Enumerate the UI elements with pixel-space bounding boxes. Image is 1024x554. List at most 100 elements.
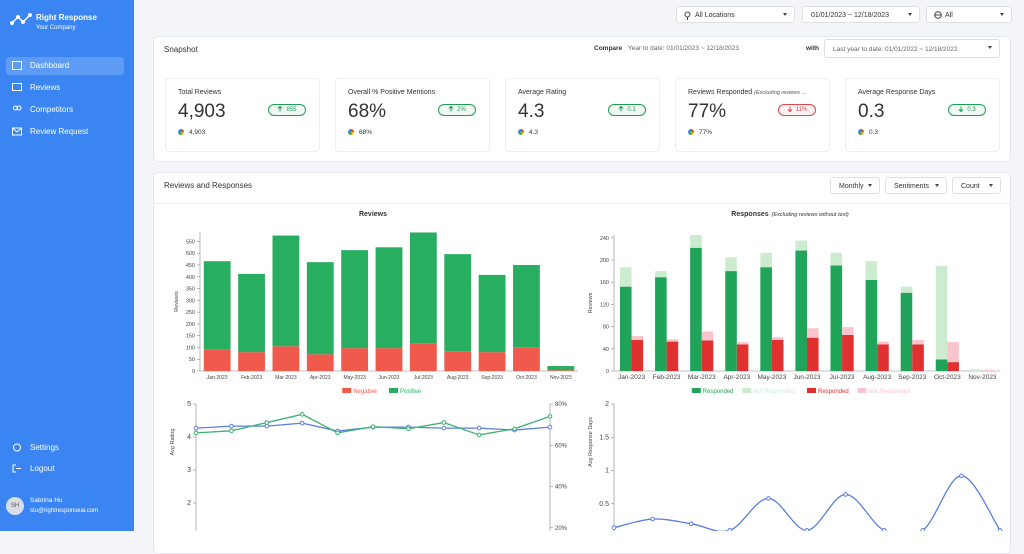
bar	[842, 334, 854, 371]
google-value: 77%	[688, 129, 712, 136]
point	[370, 424, 376, 429]
legend-swatch	[691, 388, 701, 393]
kpi-card: Average Rating 4.3 0.1 4.3	[505, 78, 660, 152]
kpi-delta: 11%	[778, 104, 816, 116]
bar	[547, 366, 575, 371]
x-tick-label: Aug-2023	[863, 374, 892, 381]
bar	[690, 235, 702, 248]
kpi-value: 4,903	[178, 101, 226, 122]
nav-item[interactable]: Review Request	[6, 123, 124, 141]
kpi-label: Average Response Days	[858, 89, 935, 96]
bar	[935, 359, 948, 371]
with-select[interactable]: Last year to date: 01/01/2022 ~ 12/18/20…	[824, 39, 1000, 58]
pin-icon	[684, 11, 691, 20]
kpi-card: Total Reviews 4,903 855 4,903	[165, 78, 320, 152]
bar	[807, 328, 819, 338]
google-text: 0.3	[869, 129, 879, 136]
x-tick-label: Mar-2023	[275, 375, 297, 381]
chart-title-text: Responses	[731, 211, 768, 218]
kpi-delta: 855	[268, 104, 306, 116]
divider	[154, 203, 1010, 204]
with-label: with	[806, 45, 819, 52]
kpi-card: Reviews Responded (Excluding reviews ...…	[675, 78, 830, 152]
legend-swatch	[807, 388, 816, 393]
point	[335, 430, 340, 436]
point	[264, 420, 270, 425]
bar	[970, 369, 983, 371]
date-select[interactable]: 01/01/2023 ~ 12/18/2023	[802, 6, 920, 23]
y-tick-label: 0	[192, 369, 195, 375]
select-value: Count	[961, 183, 980, 190]
bar	[900, 286, 913, 293]
filter-select[interactable]: Count	[952, 177, 1001, 194]
bar	[865, 279, 878, 371]
nav-label: Settings	[30, 443, 59, 452]
point	[547, 424, 553, 430]
nav-item[interactable]: Settings	[6, 439, 124, 457]
language-select[interactable]: All	[926, 6, 1012, 23]
point	[512, 426, 517, 432]
nav-item[interactable]: Reviews	[6, 79, 124, 97]
google-icon	[348, 129, 354, 135]
bar	[982, 369, 995, 371]
y-axis-label: Reviews	[174, 291, 180, 312]
point	[441, 425, 447, 431]
x-tick-label: Jan-2023	[618, 374, 645, 381]
bar	[375, 348, 403, 371]
point	[476, 432, 482, 438]
bar	[795, 240, 807, 251]
bar	[771, 339, 784, 371]
x-tick-label: May-2023	[757, 374, 786, 381]
legend-swatch	[742, 388, 752, 393]
filter-select[interactable]: Sentiments	[885, 177, 947, 194]
y-tick-label: 160	[600, 280, 609, 286]
y-tick-label: 1.5	[599, 434, 609, 441]
y-tick-label: 350	[186, 287, 195, 293]
bar	[760, 252, 772, 268]
y-tick-label: 150	[186, 334, 195, 340]
bar	[306, 262, 334, 355]
series-line	[613, 475, 1001, 531]
x-tick-label: Nov-2023	[550, 375, 572, 381]
point	[193, 430, 199, 436]
logo	[10, 13, 32, 25]
nav-item[interactable]: Competitors	[6, 101, 124, 119]
y-tick-label: 2	[605, 401, 609, 408]
x-tick-label: Jun-2023	[793, 374, 820, 381]
bar	[631, 336, 644, 340]
x-tick-label: Sep-2023	[898, 374, 927, 381]
nav-item[interactable]: Logout	[6, 460, 124, 478]
bar	[725, 257, 737, 272]
x-tick-label: Feb-2023	[241, 375, 263, 381]
bar	[842, 327, 854, 335]
x-tick-label: May-2023	[344, 375, 366, 381]
y2-tick-label: 80%	[555, 402, 568, 408]
y-tick-label: 2	[187, 500, 191, 507]
point	[229, 428, 234, 434]
filter-select[interactable]: Monthly	[830, 177, 880, 194]
location-select[interactable]: All Locations	[676, 6, 795, 23]
bar	[655, 271, 667, 278]
point	[193, 425, 199, 431]
kpi-label-text: Reviews Responded	[688, 89, 753, 96]
kpi-delta-text: 0.3	[967, 107, 976, 113]
y-tick-label: 100	[186, 345, 195, 351]
trend-arrow	[448, 105, 454, 111]
kpi-label: Reviews Responded (Excluding reviews ...	[688, 89, 806, 96]
bar	[736, 342, 749, 345]
nav-label: Logout	[30, 464, 55, 473]
legend-label: Negative	[353, 389, 377, 395]
y-tick-label: 200	[600, 258, 609, 264]
google-text: 4,903	[189, 129, 206, 136]
x-tick-label: Apr-2023	[723, 374, 750, 381]
trend-arrow	[618, 105, 624, 111]
bar	[341, 348, 369, 371]
point	[881, 528, 887, 531]
bar	[900, 292, 913, 371]
bar	[409, 343, 437, 371]
x-tick-label: Feb-2023	[653, 374, 681, 381]
y-tick-label: 1	[605, 468, 609, 475]
legend-label: Not Responded	[868, 389, 910, 395]
nav-item[interactable]: Dashboard	[6, 57, 124, 75]
